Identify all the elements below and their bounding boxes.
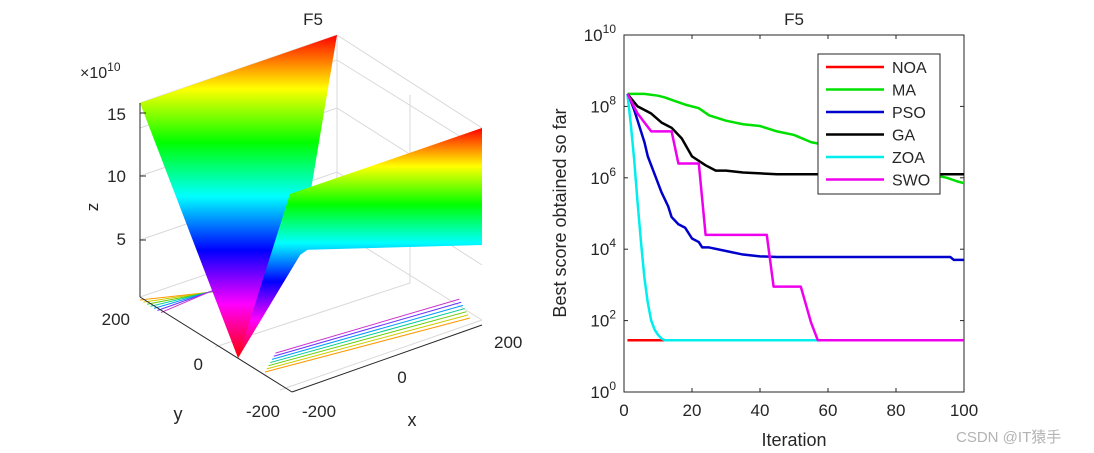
x-tick-label: 100: [950, 401, 978, 420]
x-tick-label: 0: [619, 401, 628, 420]
surface-plot: F5 15 10 5 ×1010 z 200 0 -200: [80, 10, 522, 430]
x-tick-label: 200: [494, 333, 522, 352]
x-tick-label: 80: [887, 401, 906, 420]
y-tick-label: -200: [246, 402, 280, 421]
x-tick-label: 20: [683, 401, 702, 420]
y-axis-label: Best score obtained so far: [550, 108, 570, 317]
y-tick-label: 1010: [584, 22, 617, 45]
surface-axes: [139, 103, 483, 393]
x-axis-line: [291, 324, 483, 393]
legend: NOA MA PSO GA ZOA SWO: [817, 53, 941, 195]
x-tick-label: -200: [302, 402, 336, 421]
legend-label-swo: SWO: [892, 173, 930, 190]
legend-label-pso: PSO: [892, 105, 926, 122]
series-line-zoa: [626, 93, 964, 342]
legend-box: [817, 53, 941, 195]
surface-front-face: [238, 128, 482, 358]
z-tick-label: 10: [107, 167, 126, 186]
y-axis-line: [139, 296, 293, 393]
y-tick-label: 108: [590, 93, 616, 116]
z-axis-label: z: [83, 203, 102, 212]
x-axis-label: x: [408, 410, 417, 430]
z-exponent-label: ×1010: [80, 60, 121, 82]
contour-line: [275, 298, 460, 354]
convergence-title: F5: [784, 10, 804, 29]
z-tick-label: 5: [117, 230, 126, 249]
y-axis-label: y: [174, 404, 183, 424]
convergence-plot: F5 0 20 40 60 80 100 100 102 104 106 108 1010 Iter…: [550, 10, 978, 450]
x-tick-label: 0: [397, 368, 406, 387]
contour-line: [266, 314, 469, 370]
z-tick-label: 15: [107, 105, 126, 124]
series-line-pso: [626, 93, 964, 262]
series-line-ga: [626, 93, 964, 176]
series-lines: [626, 92, 965, 342]
series-line-swo: [626, 93, 964, 342]
x-ticks: 0 20 40 60 80 100: [619, 35, 978, 420]
x-axis-label: Iteration: [761, 430, 826, 450]
surface-back-wall: [140, 35, 337, 358]
contour-line: [270, 308, 465, 364]
watermark: CSDN @IT猿手: [956, 429, 1061, 446]
contour-line: [273, 301, 462, 357]
y-tick-label: 100: [590, 379, 616, 402]
contour-line: [264, 317, 471, 373]
contour-line: [271, 304, 464, 360]
y-tick-label: 106: [590, 165, 616, 188]
floor-contours: [139, 285, 471, 373]
x-tick-label: 40: [751, 401, 770, 420]
legend-label-ga: GA: [892, 128, 915, 145]
y-ticks: 100 102 104 106 108 1010: [584, 22, 964, 402]
y-tick-label: 200: [102, 310, 130, 329]
legend-label-ma: MA: [892, 83, 916, 100]
y-tick-label: 102: [590, 308, 616, 331]
contour-line: [268, 311, 467, 367]
surface-title: F5: [303, 10, 323, 29]
x-tick-label: 60: [819, 401, 838, 420]
legend-label-noa: NOA: [892, 60, 927, 77]
y-tick-label: 0: [194, 355, 203, 374]
legend-label-zoa: ZOA: [892, 150, 925, 167]
y-tick-label: 104: [590, 236, 616, 259]
